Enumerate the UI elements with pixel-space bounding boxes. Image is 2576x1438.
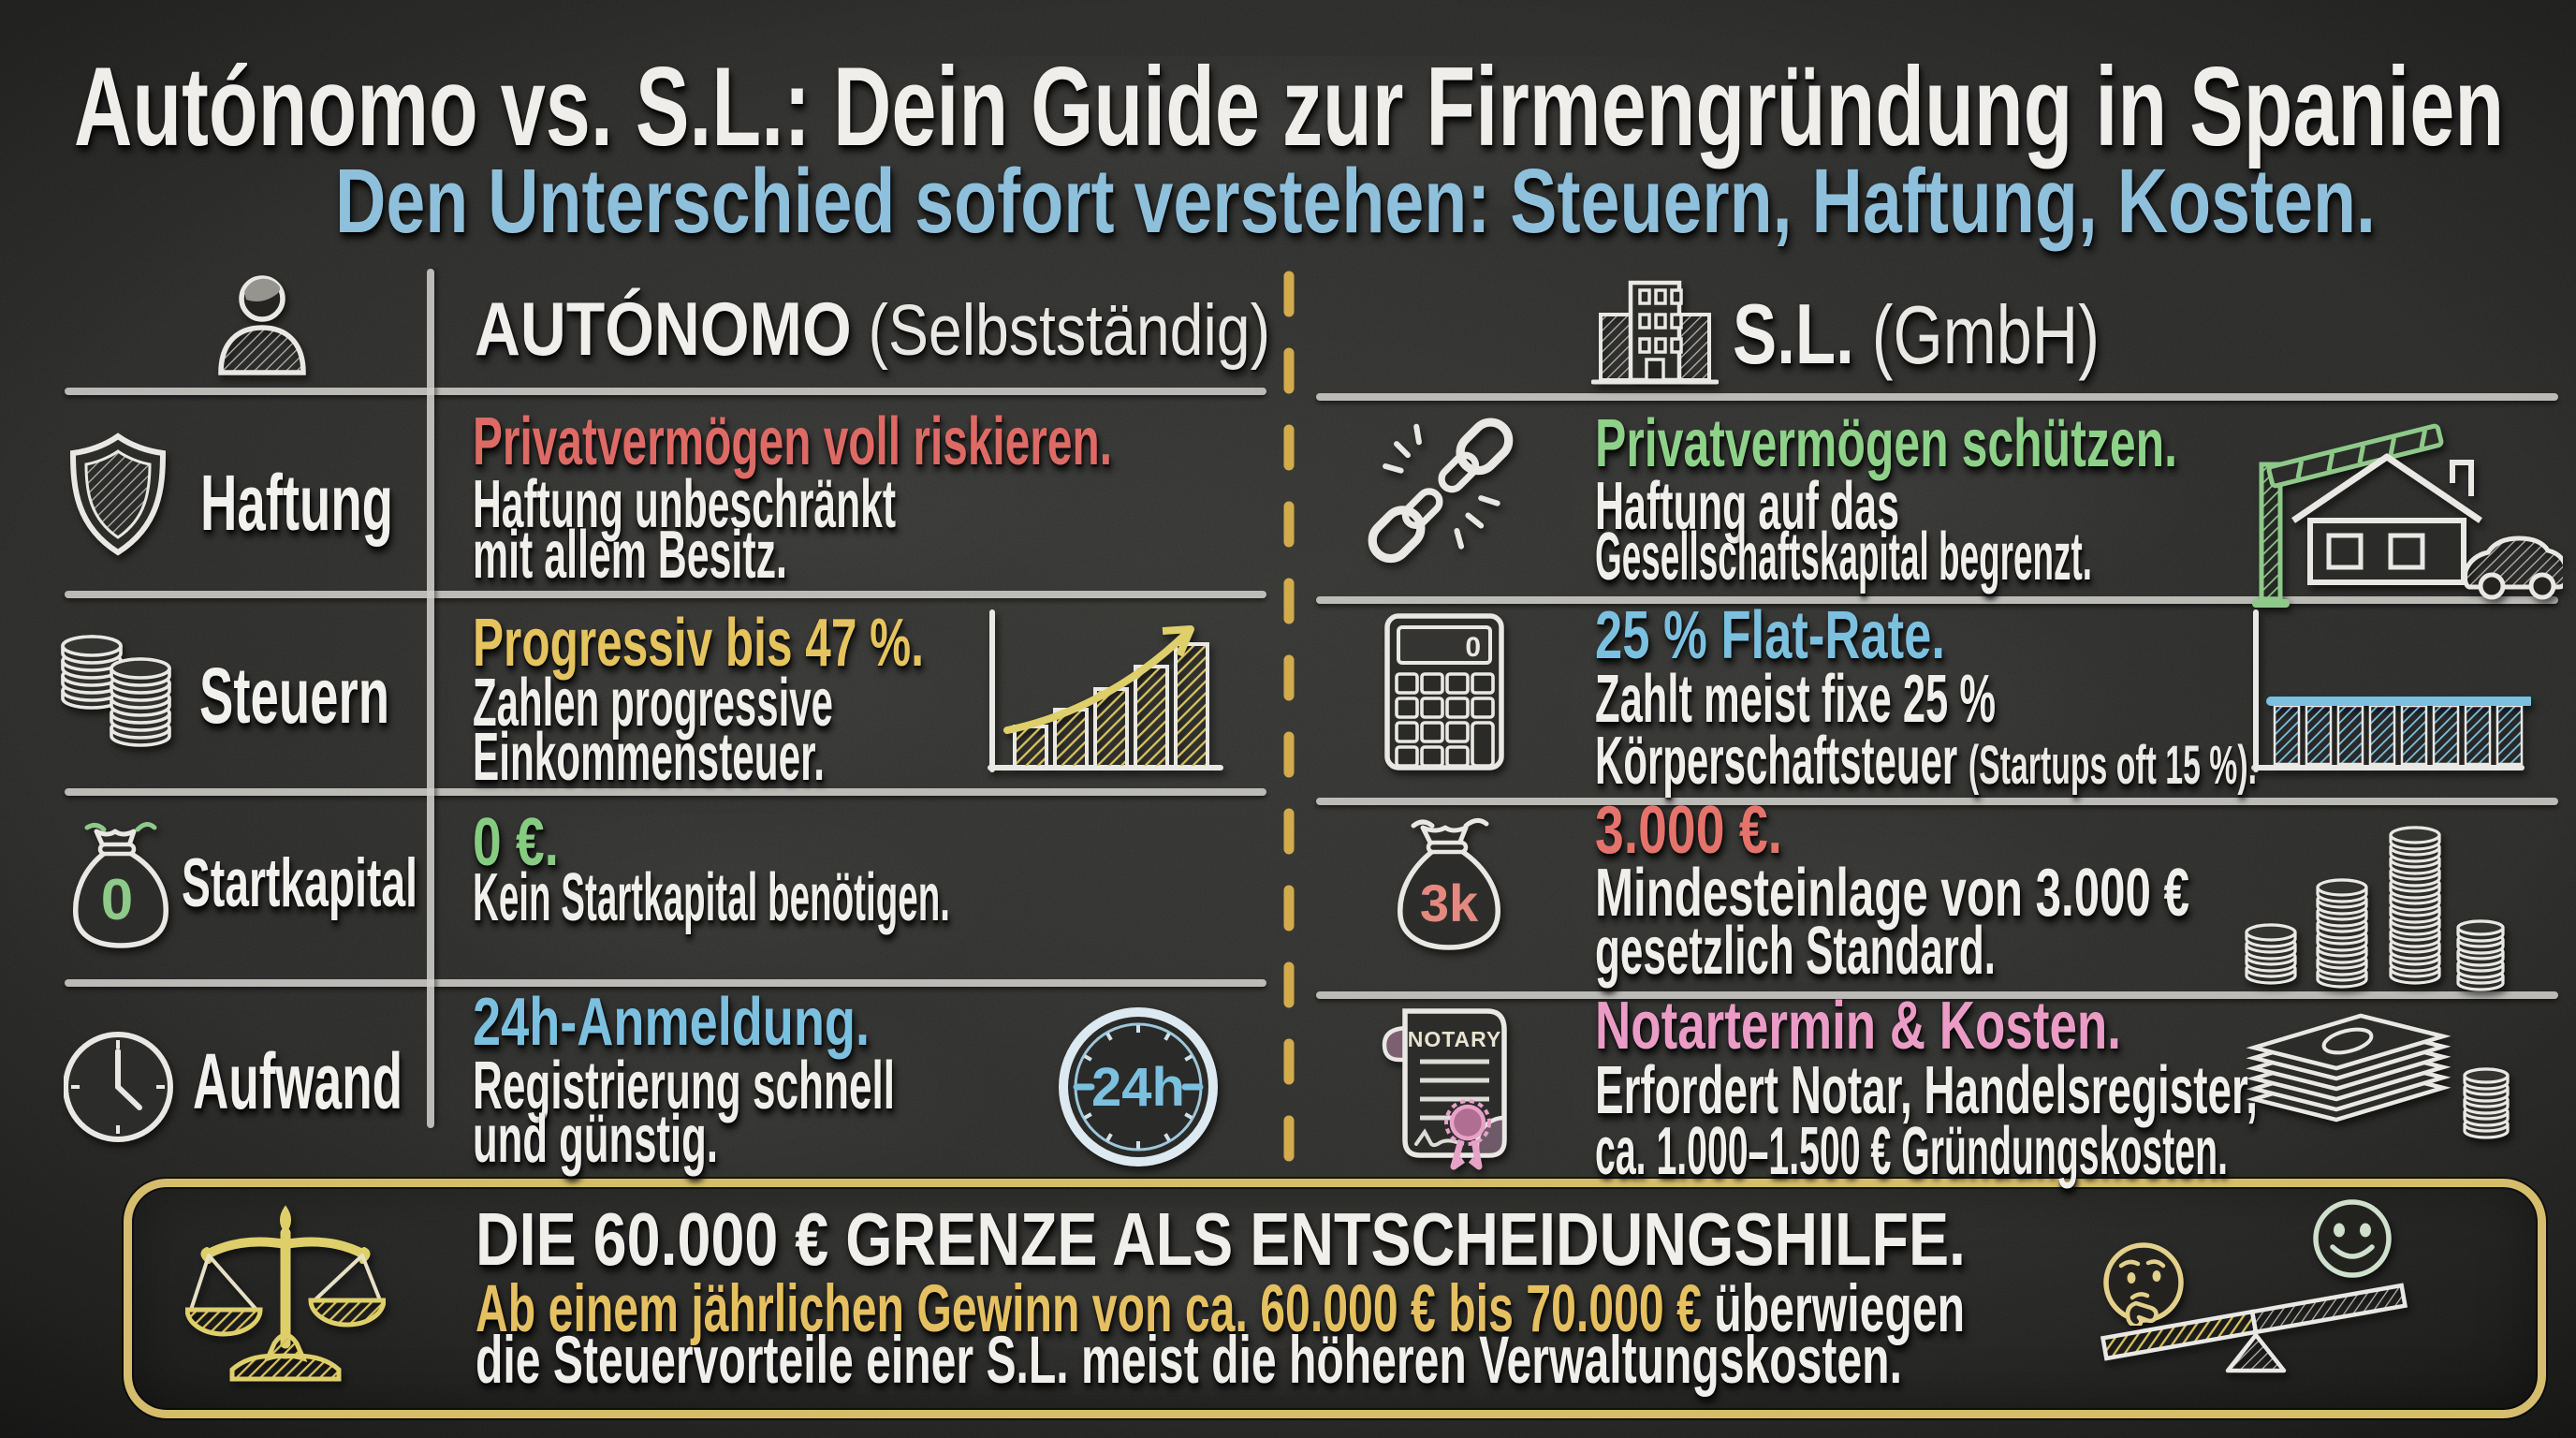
svg-text:24h: 24h — [1091, 1057, 1185, 1118]
svg-text:0: 0 — [1465, 632, 1481, 663]
svg-text:0: 0 — [101, 868, 133, 932]
svg-text:NOTARY: NOTARY — [1408, 1027, 1502, 1051]
svg-text:3k: 3k — [1420, 873, 1479, 932]
